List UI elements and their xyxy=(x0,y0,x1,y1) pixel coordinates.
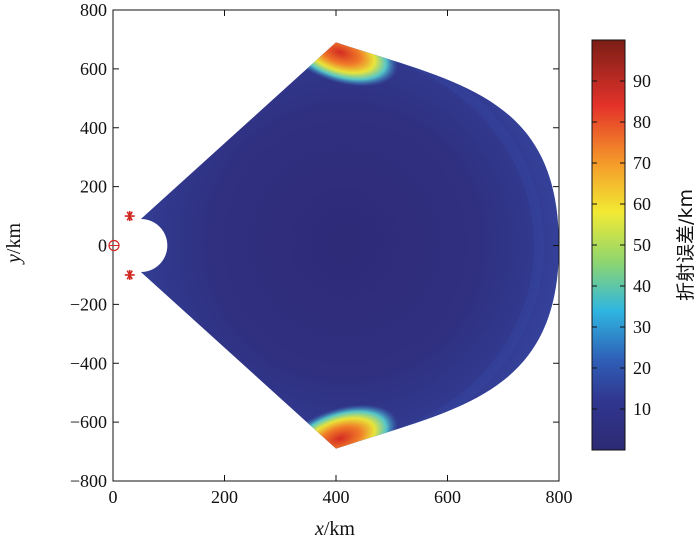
plot-area: 0 200 400 600 800 800 600 400 200 0 −200 −400 −600 −… xyxy=(70,0,573,507)
y-tick-label: −600 xyxy=(70,412,107,432)
colorbar-tick-label: 70 xyxy=(633,153,651,173)
x-tick-label: 0 xyxy=(109,487,118,507)
colorbar-label: 折射误差/km xyxy=(675,189,697,301)
y-tick-label: −800 xyxy=(70,471,107,491)
y-tick-label: 400 xyxy=(80,118,107,138)
colorbar-tick-label: 20 xyxy=(633,358,651,378)
stations xyxy=(108,211,135,280)
colorbar-tick-label: 80 xyxy=(633,112,651,132)
station-asterisk-marker xyxy=(124,211,135,222)
colorbar-tick-label: 40 xyxy=(633,276,651,296)
colorbar-tick-label: 60 xyxy=(633,194,651,214)
x-tick-label: 600 xyxy=(434,487,461,507)
y-tick-label: −400 xyxy=(70,353,107,373)
x-axis: 0 200 400 600 800 xyxy=(109,10,573,507)
y-axis: 800 600 400 200 0 −200 −400 −600 −800 xyxy=(70,0,559,491)
heatmap-region xyxy=(140,42,559,449)
y-tick-label: 0 xyxy=(98,236,107,256)
y-tick-label: −200 xyxy=(70,294,107,314)
y-tick-label: 600 xyxy=(80,59,107,79)
colorbar-tick-label: 50 xyxy=(633,235,651,255)
x-tick-label: 800 xyxy=(546,487,573,507)
x-tick-label: 400 xyxy=(323,487,350,507)
colorbar-tick-label: 30 xyxy=(633,317,651,337)
colorbar-ticks: 10 20 30 40 50 60 70 80 90 xyxy=(592,71,651,419)
x-axis-label: x/km xyxy=(314,518,355,540)
hot-spot-top xyxy=(282,42,398,87)
hot-spot-bottom xyxy=(282,404,398,449)
station-asterisk-marker xyxy=(124,269,135,280)
y-axis-label: y/km xyxy=(3,223,25,265)
colorbar-tick-label: 90 xyxy=(633,71,651,91)
colorbar: 10 20 30 40 50 60 70 80 90 折射误差/km xyxy=(591,39,697,451)
colorbar-gradient xyxy=(591,39,626,451)
x-tick-label: 200 xyxy=(211,487,238,507)
colorbar-tick-label: 10 xyxy=(633,399,651,419)
y-tick-label: 800 xyxy=(80,0,107,20)
y-tick-label: 200 xyxy=(80,177,107,197)
